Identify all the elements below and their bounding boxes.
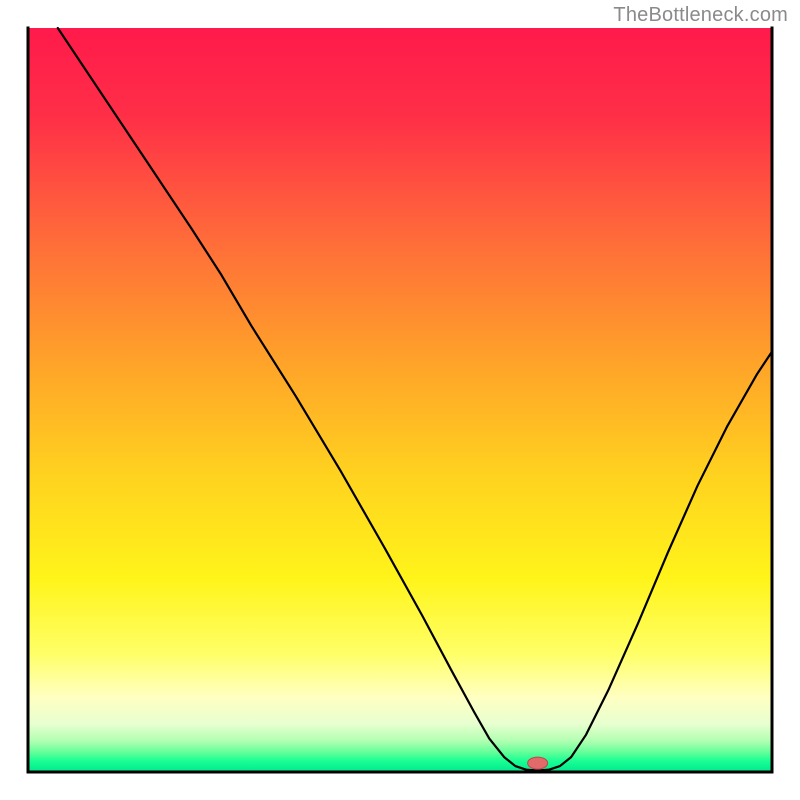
bottleneck-chart (0, 0, 800, 800)
optimal-marker (528, 757, 548, 769)
gradient-background (28, 28, 772, 772)
